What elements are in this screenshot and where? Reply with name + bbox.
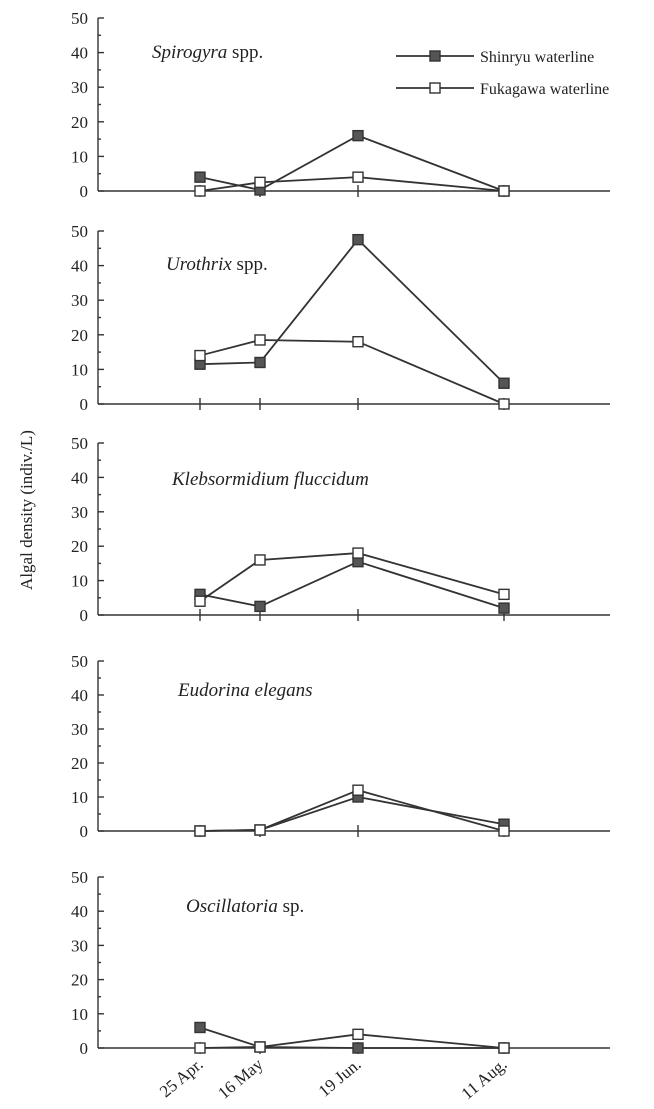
fukagawa-point — [194, 1042, 206, 1054]
panel-title-suffix: sp. — [278, 896, 304, 917]
y-tick-label: 10 — [71, 572, 88, 591]
fukagawa-series-line — [199, 339, 505, 405]
y-tick-label: 0 — [80, 395, 89, 414]
fukagawa-point — [498, 1042, 510, 1054]
fukagawa-point — [254, 1041, 266, 1053]
fukagawa-point — [254, 554, 266, 566]
y-tick-label: 30 — [71, 720, 88, 739]
shinryu-series-line — [199, 560, 505, 609]
panel-title-suffix: spp. — [227, 42, 263, 63]
panel-title: Spirogyra spp. — [152, 42, 263, 63]
shinryu-point — [352, 233, 364, 246]
shinryu-point — [498, 602, 510, 614]
fukagawa-point — [254, 334, 266, 346]
shinryu-series-line — [199, 238, 505, 384]
panel-title: Urothrix spp. — [166, 254, 268, 275]
y-tick-label: 10 — [71, 788, 88, 807]
y-tick-label: 50 — [71, 652, 88, 671]
fukagawa-point — [352, 336, 364, 348]
y-tick-label: 40 — [71, 44, 88, 63]
fukagawa-point — [352, 1028, 364, 1041]
shinryu-point — [352, 1042, 364, 1054]
x-tick-label: 25 Apr. — [156, 1055, 207, 1102]
fukagawa-point — [194, 595, 206, 607]
y-tick-label: 30 — [71, 503, 88, 522]
y-tick-label: 50 — [71, 9, 88, 28]
fukagawa-point — [498, 398, 510, 410]
legend-label: Shinryu waterline — [480, 49, 594, 66]
y-tick-label: 40 — [71, 902, 88, 921]
fukagawa-point — [498, 588, 510, 601]
y-axis-label: Algal density (indiv./L) — [17, 430, 36, 590]
fukagawa-point — [194, 349, 206, 362]
y-tick-label: 50 — [71, 222, 88, 241]
shinryu-point — [352, 129, 364, 142]
shinryu-series-line — [199, 1026, 504, 1049]
fukagawa-series-line — [199, 789, 505, 832]
panel-title: Oscillatoria sp. — [186, 896, 304, 917]
x-tick-label: 16 May — [214, 1054, 267, 1103]
y-tick-label: 50 — [71, 434, 88, 453]
fukagawa-point — [352, 784, 364, 796]
y-tick-label: 50 — [71, 868, 88, 887]
legend: Shinryu waterline Fukagawa waterline — [396, 49, 609, 98]
y-tick-label: 0 — [80, 182, 89, 201]
y-tick-label: 30 — [71, 291, 88, 310]
shinryu-point — [194, 171, 206, 183]
panel-title: Klebsormidium fluccidum — [171, 469, 369, 490]
panel-4: 0 10 20 30 40 50 Eudorina elegans — [71, 652, 610, 841]
panel-5: 0 10 20 30 40 50 Oscillatoria sp. — [71, 868, 610, 1058]
fukagawa-point — [498, 825, 510, 837]
panel-title-suffix: spp. — [232, 254, 268, 275]
fukagawa-point — [254, 176, 266, 189]
shinryu-point — [254, 356, 266, 369]
panel-3: 0 10 20 30 40 50 Klebsormidium fluccidum — [71, 434, 610, 625]
y-tick-label: 30 — [71, 936, 88, 955]
x-tick-label: 11 Aug. — [458, 1055, 511, 1104]
y-tick-label: 10 — [71, 1005, 88, 1024]
y-tick-label: 0 — [80, 606, 89, 625]
y-tick-label: 40 — [71, 257, 88, 276]
y-tick-label: 20 — [71, 326, 88, 345]
panel-1: 0 10 20 30 40 50 Spirogyra spp. — [71, 9, 610, 201]
fukagawa-series-line — [199, 1033, 505, 1049]
fukagawa-point — [194, 185, 206, 197]
y-tick-label: 20 — [71, 113, 88, 132]
panel-title: Eudorina elegans — [177, 680, 313, 701]
y-tick-label: 0 — [80, 822, 89, 841]
legend-label: Fukagawa waterline — [480, 81, 609, 98]
shinryu-point — [254, 600, 266, 613]
shinryu-point — [194, 1021, 206, 1034]
y-tick-label: 40 — [71, 686, 88, 705]
y-tick-label: 20 — [71, 754, 88, 773]
y-tick-label: 20 — [71, 971, 88, 990]
shinryu-series-line — [199, 134, 505, 192]
shinryu-point — [498, 377, 510, 389]
fukagawa-point — [352, 171, 364, 183]
fukagawa-point — [194, 825, 206, 837]
x-tick-label: 19 Jun. — [315, 1055, 365, 1101]
y-tick-label: 40 — [71, 468, 88, 487]
y-tick-label: 0 — [80, 1039, 89, 1058]
fukagawa-point — [498, 185, 510, 197]
y-tick-label: 10 — [71, 360, 88, 379]
y-tick-label: 10 — [71, 147, 88, 166]
fukagawa-point — [352, 547, 364, 559]
y-tick-label: 30 — [71, 78, 88, 97]
x-axis-labels: 25 Apr. 16 May 19 Jun. 11 Aug. — [156, 1054, 511, 1103]
legend-marker — [429, 50, 441, 62]
panel-2: 0 10 20 30 40 50 Urothrix spp. — [71, 222, 610, 414]
y-tick-label: 20 — [71, 537, 88, 556]
panels-group: 0 10 20 30 40 50 Spirogyra spp. 0 10 20 30 40 50 Urot… — [71, 9, 610, 1058]
fukagawa-series-line — [199, 552, 505, 602]
fukagawa-series-line — [199, 176, 505, 192]
legend-marker — [429, 82, 441, 94]
fukagawa-point — [254, 824, 266, 836]
shinryu-series-line — [199, 796, 505, 832]
